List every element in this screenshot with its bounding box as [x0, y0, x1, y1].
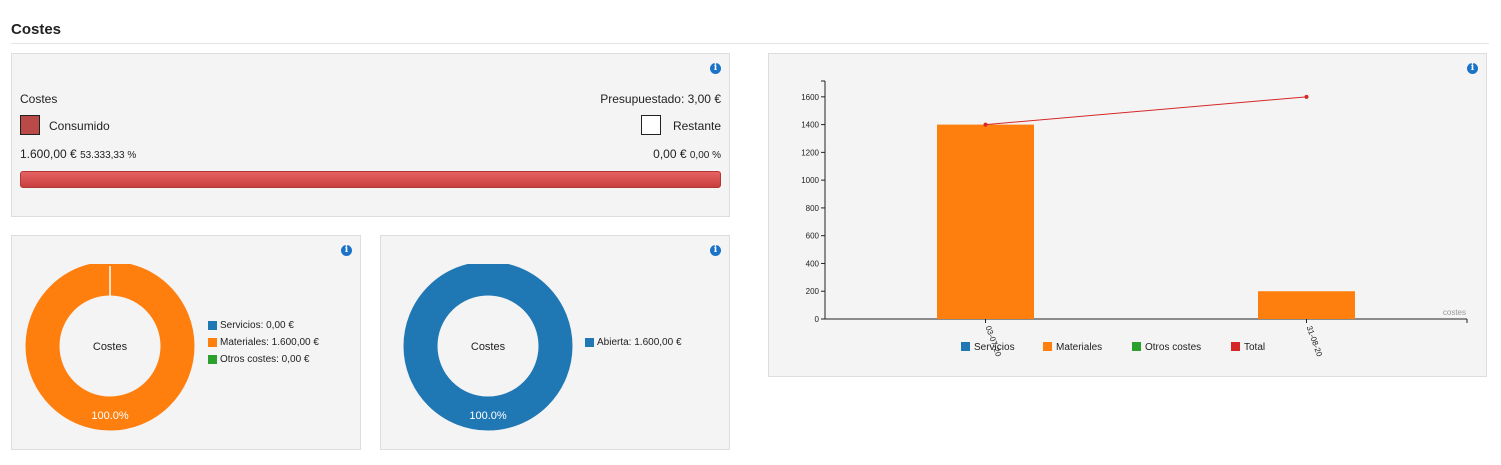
- legend-label: Otros costes: 0,00 €: [220, 354, 310, 365]
- remaining-amount: 0,00 € 0,00 %: [653, 147, 721, 161]
- x-tick-label: 31-08-20: [1305, 325, 1325, 359]
- remaining-percent: 0,00 %: [689, 150, 721, 161]
- info-icon[interactable]: i: [1467, 63, 1478, 74]
- legend-swatch: [1231, 342, 1240, 351]
- y-tick-label: 1600: [801, 93, 819, 102]
- remaining-label: Restante: [672, 119, 721, 133]
- donut-slice-label: 100.0%: [91, 410, 129, 422]
- chart-corner-label: costes: [1443, 308, 1466, 317]
- legend-item-otros: Otros costes: 0,00 €: [208, 354, 310, 365]
- cost-type-panel: i Costes 100.0% Servicios: 0,00 € Materi…: [11, 235, 361, 450]
- legend-item-abierta: Abierta: 1.600,00 €: [585, 337, 682, 348]
- cost-status-panel: i Costes 100.0% Abierta: 1.600,00 €: [380, 235, 730, 450]
- legend-label: Abierta: 1.600,00 €: [597, 337, 682, 348]
- y-tick-label: 1000: [801, 176, 819, 185]
- cost-timeline-panel: i 0 200 400 600 800 1000 1200 1400 1600 03-07-20 3…: [768, 53, 1487, 377]
- info-icon[interactable]: i: [341, 245, 352, 256]
- legend-label: Servicios: [974, 342, 1015, 353]
- cost-status-donut: Costes 100.0%: [403, 264, 573, 431]
- line-point: [983, 122, 988, 127]
- legend-swatch: [208, 355, 217, 364]
- legend-label: Materiales: [1056, 342, 1102, 353]
- bar-materiales: [1258, 291, 1355, 319]
- y-tick-label: 1400: [801, 121, 819, 130]
- budget-progress-bar: [20, 171, 721, 188]
- remaining-value: 0,00 €: [653, 147, 687, 161]
- donut-slice-abierta: [403, 264, 573, 431]
- consumed-swatch: [20, 115, 40, 135]
- legend-swatch: [208, 338, 217, 347]
- legend-swatch: [1043, 342, 1052, 351]
- legend-label: Total: [1244, 342, 1265, 353]
- legend-swatch: [208, 321, 217, 330]
- donut-slice-label: 100.0%: [469, 410, 507, 422]
- line-point: [1304, 94, 1309, 99]
- y-tick-label: 0: [815, 315, 820, 324]
- consumed-label: Consumido: [49, 119, 110, 133]
- legend-swatch: [961, 342, 970, 351]
- consumed-amount: 1.600,00 € 53.333,33 %: [20, 147, 136, 161]
- budget-label: Costes: [20, 92, 58, 106]
- legend-item-servicios: Servicios: 0,00 €: [208, 320, 294, 331]
- budget-panel: i Costes Presupuestado: 3,00 € Consumido…: [11, 53, 730, 217]
- legend-swatch: [1132, 342, 1141, 351]
- y-tick-label: 600: [806, 232, 820, 241]
- consumed-value: 1.600,00 €: [20, 147, 77, 161]
- legend-label: Materiales: 1.600,00 €: [220, 337, 319, 348]
- donut-center-label: Costes: [471, 341, 506, 353]
- y-tick-label: 1200: [801, 148, 819, 157]
- y-tick-label: 200: [806, 287, 820, 296]
- budgeted-amount: Presupuestado: 3,00 €: [600, 92, 721, 106]
- y-tick-label: 400: [806, 259, 820, 268]
- legend-swatch: [585, 338, 594, 347]
- line-total: [985, 96, 1307, 126]
- consumed-percent: 53.333,33 %: [80, 150, 137, 161]
- bar-materiales: [937, 124, 1034, 319]
- legend-item-materiales: Materiales: 1.600,00 €: [208, 337, 319, 348]
- donut-center-label: Costes: [93, 341, 128, 353]
- section-title: Costes: [11, 21, 62, 38]
- remaining-swatch: [641, 115, 661, 135]
- y-tick-label: 800: [806, 204, 820, 213]
- legend-label: Servicios: 0,00 €: [220, 320, 294, 331]
- info-icon[interactable]: i: [710, 245, 721, 256]
- section-divider: [11, 43, 1489, 44]
- legend-label: Otros costes: [1145, 342, 1201, 353]
- cost-type-donut: Costes 100.0%: [25, 264, 195, 431]
- info-icon[interactable]: i: [710, 63, 721, 74]
